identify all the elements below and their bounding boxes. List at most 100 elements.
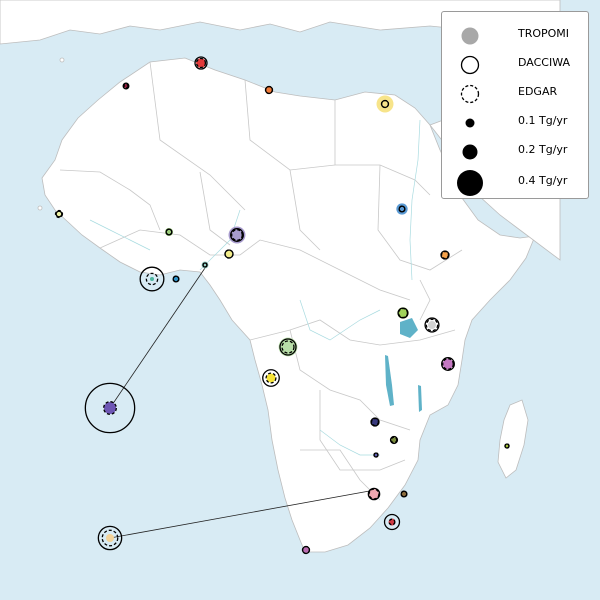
city-marker-douala xyxy=(278,337,298,357)
edgar-circle-algiers xyxy=(195,57,207,69)
city-marker-dakar xyxy=(54,209,64,219)
city-marker-kano xyxy=(228,226,246,244)
edgar-circle-addis-ababa xyxy=(440,250,450,260)
lakes xyxy=(385,318,422,412)
edgar-circle-port-elizabeth xyxy=(301,545,311,555)
dacciwa-circle-nairobi xyxy=(424,317,440,333)
legend-label-tropomi: TROPOMI xyxy=(518,27,570,40)
africa-landmass xyxy=(41,57,536,553)
edgar-circle-abuja xyxy=(224,249,234,259)
legend-row-dacciwa: DACCIWA xyxy=(442,51,588,77)
edgar-circle-casablanca xyxy=(123,83,129,89)
legend-label-size-04: 0.4 Tg/yr xyxy=(518,174,568,187)
tropomi-circle-cape-town xyxy=(106,534,114,542)
city-marker-khartoum xyxy=(396,203,408,215)
edgar-circle-dakar xyxy=(54,209,64,219)
edgar-circle-johannesburg xyxy=(368,488,380,500)
edgar-circle-abidjan xyxy=(145,272,159,286)
city-marker-dar-es-salaam xyxy=(441,357,455,371)
city-marker-durban xyxy=(383,513,401,531)
edgar-circle-cape-town xyxy=(101,529,119,547)
edgar-circle-durban xyxy=(388,518,396,526)
edgar-circle-nairobi xyxy=(425,318,439,332)
city-marker-tripoli xyxy=(264,85,274,95)
city-markers xyxy=(54,56,510,555)
edgar-circle-lubumbashi xyxy=(373,452,379,458)
lake-victoria xyxy=(400,318,418,338)
island xyxy=(59,57,65,63)
island xyxy=(37,205,43,211)
city-marker-algiers xyxy=(194,56,208,70)
land-layer xyxy=(0,0,561,553)
city-marker-lubumbashi xyxy=(373,452,379,458)
tropomi-circle-cairo xyxy=(376,95,394,113)
city-marker-cape-town xyxy=(97,525,123,551)
city-marker-addis-ababa xyxy=(440,250,450,260)
city-marker-kampala xyxy=(397,307,409,319)
edgar-circle-dar-es-salaam xyxy=(442,358,454,370)
tropomi-circle-nairobi xyxy=(428,321,436,329)
legend-row-size-02: 0.2 Tg/yr xyxy=(442,138,588,164)
city-marker-abuja xyxy=(224,249,234,259)
legend-row-size-04: 0.4 Tg/yr xyxy=(442,169,588,196)
dacciwa-symbol-icon xyxy=(460,55,480,75)
edgar-circle-harare xyxy=(390,436,398,444)
tropomi-circle-dar-es-salaam xyxy=(442,358,454,370)
city-marker-casablanca xyxy=(122,82,130,90)
legend-label-dacciwa: DACCIWA xyxy=(518,56,571,69)
dacciwa-circle-dar-es-salaam xyxy=(441,357,455,371)
edgar-symbol-icon xyxy=(460,84,480,104)
city-marker-maputo xyxy=(400,490,408,498)
legend-label-edgar: EDGAR xyxy=(518,85,558,98)
dacciwa-circle-douala xyxy=(279,338,297,356)
tropomi-circle-maputo xyxy=(401,491,407,497)
tropomi-circle-harare xyxy=(391,437,397,443)
dacciwa-circle-johannesburg xyxy=(367,487,381,501)
country-borders xyxy=(59,61,463,501)
city-marker-nairobi xyxy=(424,317,440,333)
city-marker-antananarivo xyxy=(504,443,510,449)
tropomi-circle-algiers xyxy=(196,58,206,68)
tropomi-circle-johannesburg xyxy=(369,489,379,499)
legend-row-tropomi: TROPOMI xyxy=(442,22,588,48)
edgar-circle-lagos xyxy=(103,401,117,415)
dacciwa-circle-casablanca xyxy=(122,82,130,90)
lake-tanganyika xyxy=(385,355,394,406)
edgar-circle-douala xyxy=(281,340,295,354)
tropomi-symbol-icon xyxy=(461,27,479,45)
dacciwa-circle-algiers xyxy=(194,56,208,70)
dacciwa-circle-cape-town xyxy=(97,525,123,551)
legend-row-edgar: EDGAR xyxy=(442,80,588,106)
connector-line-cape-town xyxy=(109,489,376,539)
tropomi-circle-kinshasa xyxy=(266,373,276,383)
city-marker-lagos xyxy=(84,382,136,434)
dacciwa-circle-lagos xyxy=(84,382,136,434)
edgar-circle-tripoli xyxy=(264,85,274,95)
edgar-circle-ibadan xyxy=(202,262,208,268)
city-marker-bamako xyxy=(165,228,173,236)
city-marker-cairo xyxy=(376,95,394,113)
size-04-symbol-icon xyxy=(457,170,483,196)
edgar-circle-kinshasa xyxy=(265,372,277,384)
legend-label-size-02: 0.2 Tg/yr xyxy=(518,143,568,156)
connector-line-lagos xyxy=(109,267,206,409)
size-02-symbol-icon xyxy=(462,144,478,160)
map-legend: TROPOMI DACCIWA EDGAR 0.1 Tg/yr 0.2 Tg/y… xyxy=(441,11,589,199)
city-marker-kinshasa xyxy=(262,369,280,387)
rivers xyxy=(89,119,421,456)
connector-lines xyxy=(109,267,376,539)
tropomi-circle-abuja xyxy=(225,250,233,258)
city-marker-accra xyxy=(172,275,180,283)
tropomi-circle-lagos xyxy=(104,402,116,414)
city-marker-port-elizabeth xyxy=(301,545,311,555)
edgar-circle-cairo xyxy=(380,99,390,109)
city-marker-harare xyxy=(389,435,399,445)
tropomi-circle-accra xyxy=(173,276,179,282)
lake-malawi xyxy=(418,385,422,412)
tropomi-circle-khartoum xyxy=(396,203,408,215)
dacciwa-circle-kano xyxy=(230,228,244,242)
tropomi-circle-abidjan xyxy=(150,277,154,281)
size-01-symbol-icon xyxy=(465,118,475,128)
dacciwa-circle-abidjan xyxy=(139,266,165,292)
edgar-circle-accra xyxy=(172,275,180,283)
